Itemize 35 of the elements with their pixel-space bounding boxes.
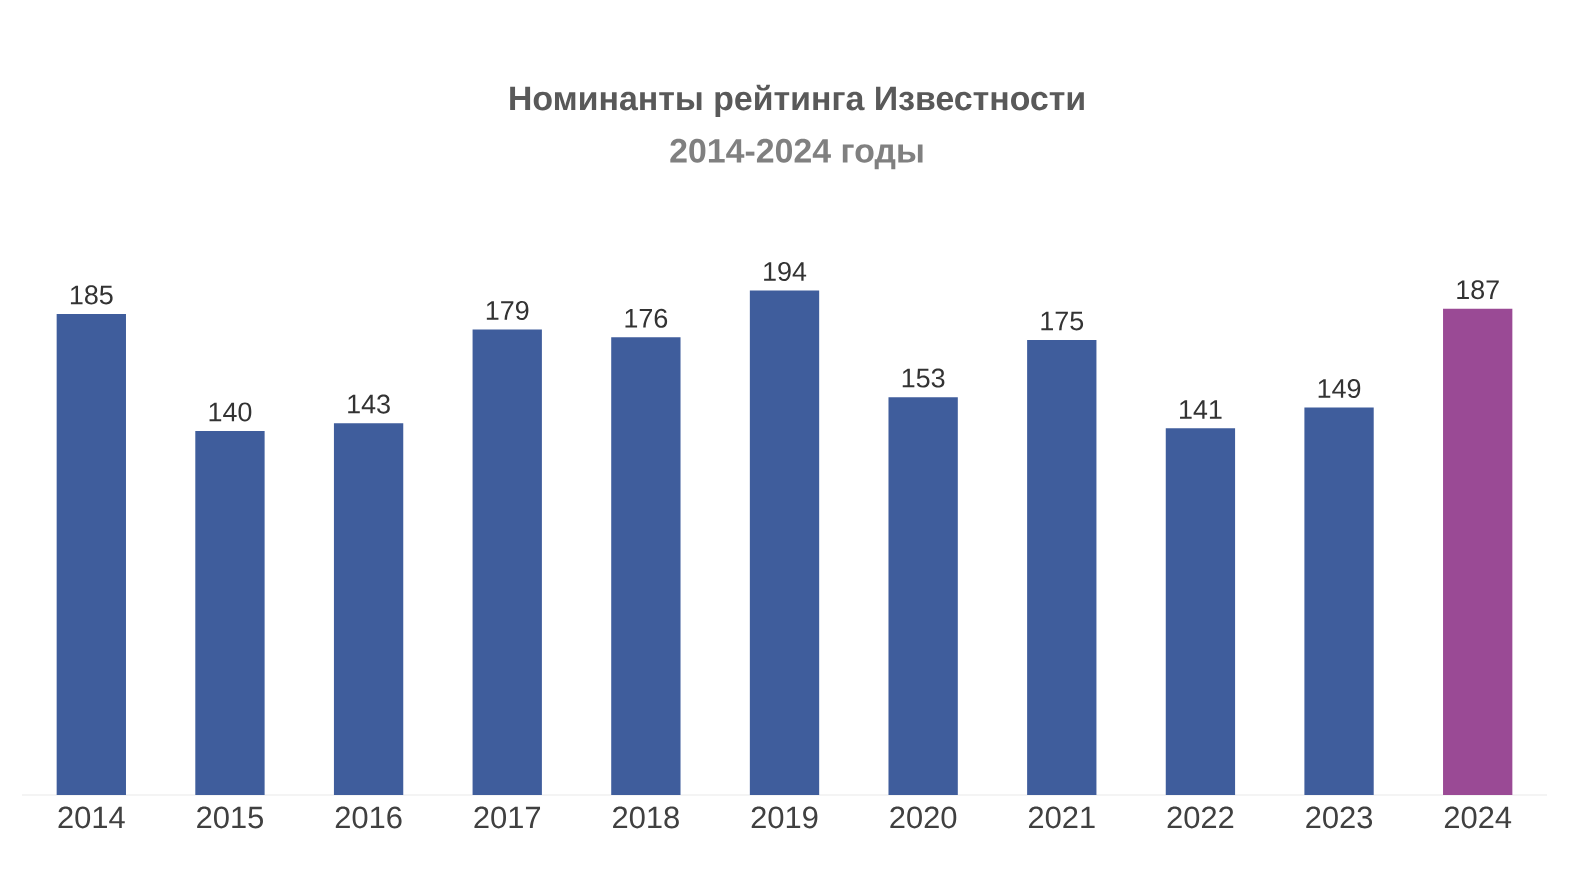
bar: [472, 329, 542, 795]
data-label: 143: [348, 394, 390, 414]
x-tick-label: 2016: [335, 806, 402, 829]
bar: [195, 430, 265, 795]
data-label: 176: [625, 308, 668, 328]
data-label: 175: [1041, 311, 1084, 331]
bar: [1443, 308, 1513, 795]
data-label: 185: [70, 285, 113, 305]
x-tick-label: 2023: [1306, 806, 1373, 829]
x-tick-label: 2021: [1028, 806, 1095, 829]
bar: [1027, 339, 1097, 795]
bar: [888, 397, 958, 795]
x-tick-label: 2019: [751, 806, 818, 829]
data-label: 149: [1318, 378, 1361, 399]
x-tick-label: 2014: [58, 806, 125, 829]
data-label: 153: [902, 368, 945, 388]
bar: [1304, 407, 1374, 795]
bar: [56, 313, 126, 795]
x-tick-label: 2020: [890, 806, 957, 829]
x-tick-label: 2015: [197, 806, 263, 829]
bar: [1165, 428, 1236, 795]
bar: [611, 337, 681, 795]
data-label: 140: [209, 402, 252, 422]
bar: [333, 423, 404, 795]
bar: [749, 290, 820, 795]
chart-title: Номинанты рейтинга Известности: [510, 84, 1084, 118]
x-tick-label: 2022: [1167, 806, 1234, 829]
data-label: 194: [764, 261, 807, 282]
data-label: 141: [1180, 400, 1222, 419]
x-tick-label: 2017: [474, 806, 541, 829]
x-tick-label: 2024: [1444, 806, 1512, 829]
chart-subtitle: 2014-2024 годы: [670, 138, 923, 170]
data-label: 187: [1457, 280, 1499, 300]
data-label: 179: [486, 300, 529, 321]
x-tick-label: 2018: [613, 806, 679, 829]
